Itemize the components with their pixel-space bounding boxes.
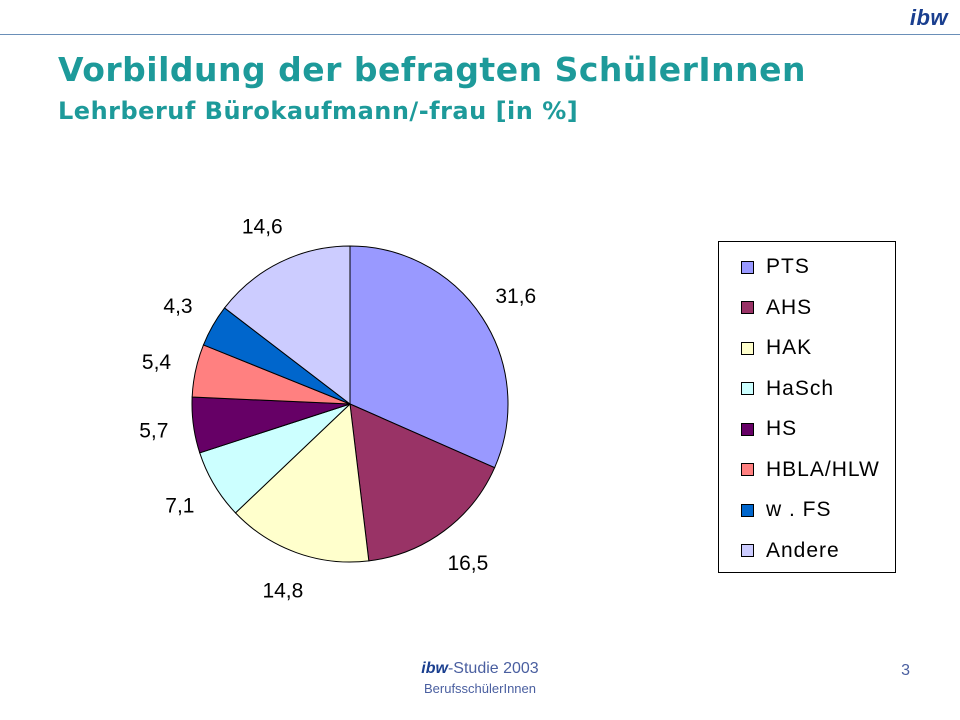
legend-item: Andere xyxy=(741,536,840,566)
footer-study: ibw-Studie 2003 xyxy=(380,660,580,678)
legend-swatch xyxy=(741,544,754,557)
legend-label: Andere xyxy=(766,538,840,562)
page-number: 3 xyxy=(901,662,910,679)
pie-slice-andere xyxy=(223,245,351,406)
slide-title: Vorbildung der befragten SchülerInnen xyxy=(58,50,806,89)
legend-label: HS xyxy=(766,417,798,440)
pie-slice-ahs xyxy=(349,403,496,562)
data-label: 5,7 xyxy=(139,420,168,443)
legend-swatch xyxy=(741,260,754,274)
legend-label: HaSch xyxy=(766,376,835,400)
data-label: 14,8 xyxy=(262,579,303,602)
footer-brand: ibw xyxy=(421,660,448,677)
legend-swatch xyxy=(741,301,754,314)
data-label: 31,6 xyxy=(495,285,536,308)
header-rule xyxy=(0,34,960,35)
legend-item: AHS xyxy=(741,293,812,323)
legend-swatch xyxy=(741,382,754,395)
legend-item: HaSch xyxy=(741,374,834,404)
data-label: 16,5 xyxy=(447,552,488,575)
legend-swatch xyxy=(741,503,754,517)
legend-item: PTS xyxy=(741,252,810,282)
data-label: 4,3 xyxy=(163,295,192,318)
footer-study-label: -Studie 2003 xyxy=(447,660,539,677)
legend-label: AHS xyxy=(766,295,813,319)
legend-swatch xyxy=(741,463,754,476)
legend-label: HAK xyxy=(766,336,813,359)
ibw-logo: ibw xyxy=(909,5,948,30)
pie-slice-hak xyxy=(234,402,370,563)
data-label: 5,4 xyxy=(142,351,172,374)
legend-item: HBLA/HLW xyxy=(741,455,880,485)
legend-label: w . FS xyxy=(766,498,832,521)
legend-label: HBLA/HLW xyxy=(766,457,880,481)
footer-subline: BerufsschülerInnen xyxy=(423,681,536,696)
chart-legend: PTS AHS HAK HaSch HS HBLA/HLW w . FS Andere xyxy=(718,241,896,573)
legend-item: HS xyxy=(741,414,797,444)
legend-item: w . FS xyxy=(741,495,832,525)
footer: ibw-Studie 2003 BerufsschülerInnen xyxy=(380,660,580,696)
legend-item: HAK xyxy=(741,333,812,363)
data-label: 7,1 xyxy=(165,494,194,517)
data-label: 14,6 xyxy=(242,216,283,239)
legend-label: PTS xyxy=(766,255,810,278)
slide-subtitle: Lehrberuf Bürokaufmann/-frau [in %] xyxy=(58,97,579,125)
pie-slice-pts xyxy=(349,245,509,469)
legend-swatch xyxy=(741,422,754,436)
legend-swatch xyxy=(741,341,754,355)
